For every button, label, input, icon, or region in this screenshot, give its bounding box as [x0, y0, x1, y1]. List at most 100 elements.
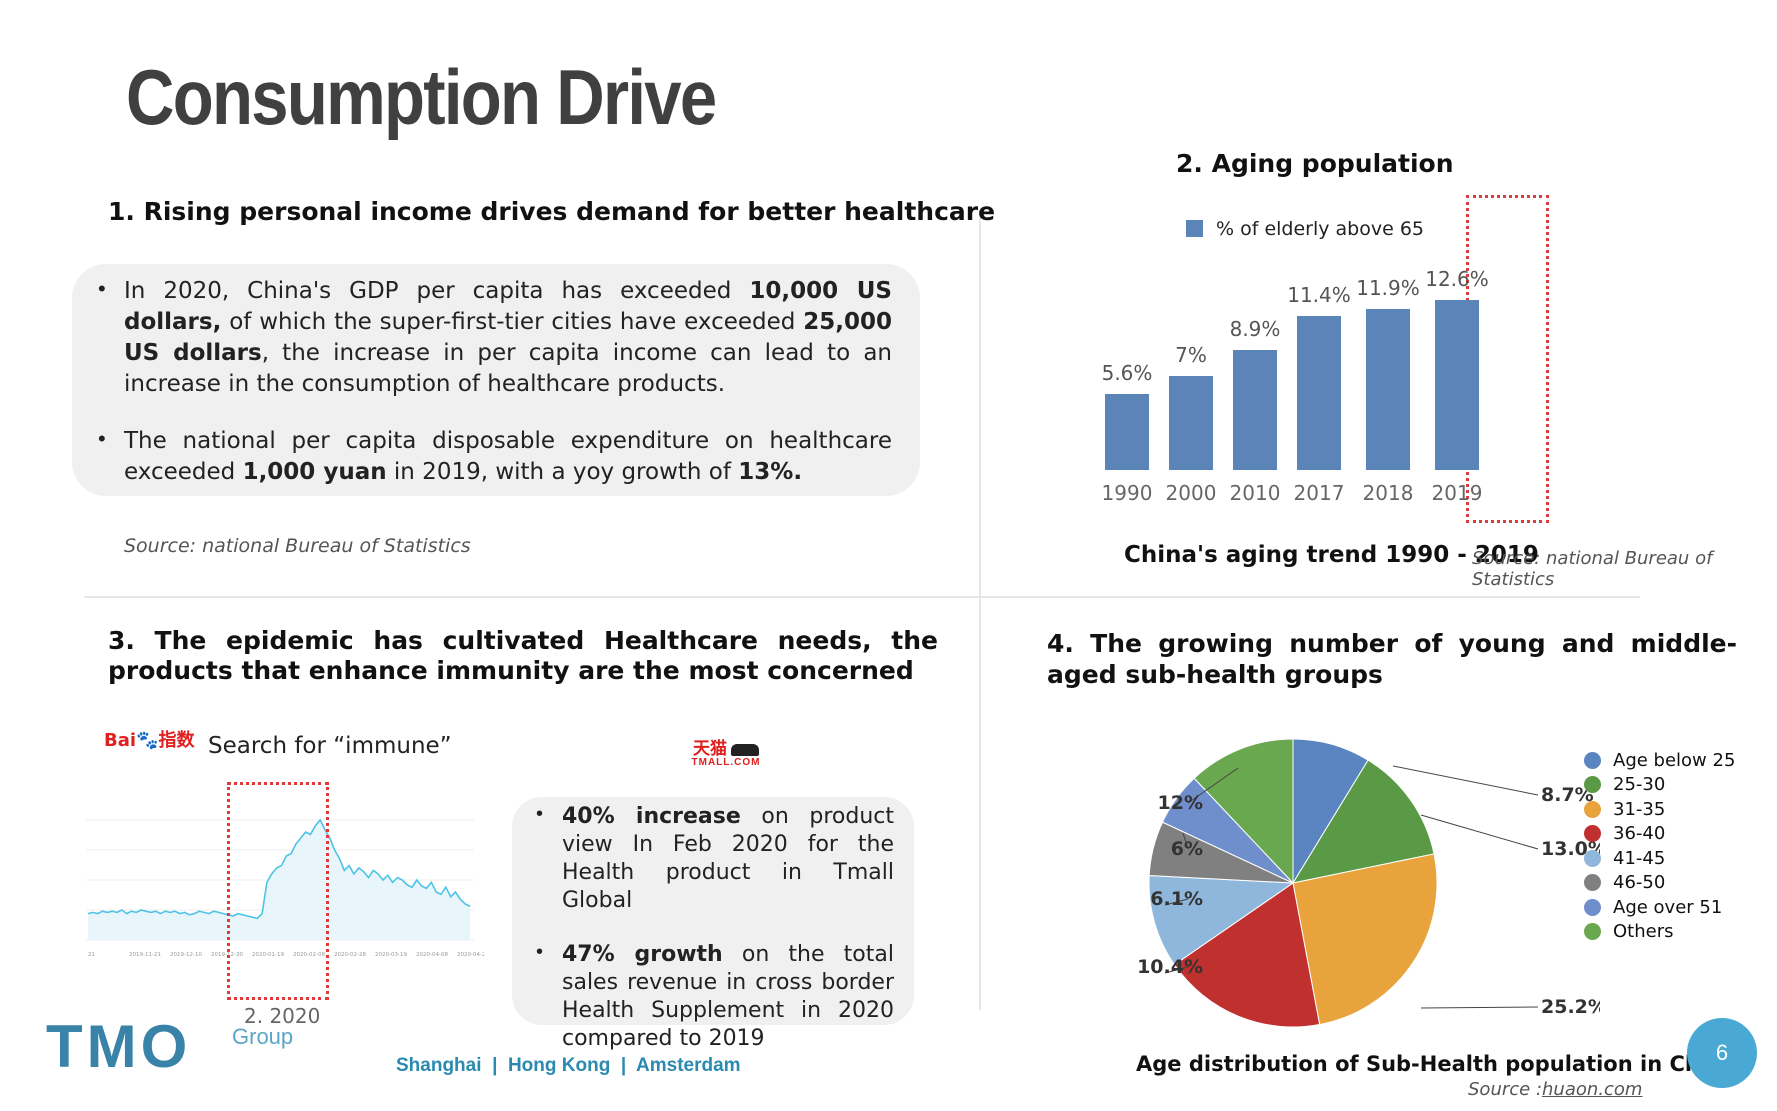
legend-dot — [1584, 825, 1601, 843]
tmo-logo-sub: Group — [232, 1024, 294, 1049]
section2-heading: 2. Aging population — [1176, 149, 1454, 178]
bar-1990 — [1105, 394, 1149, 470]
legend-label: 25-30 — [1613, 774, 1666, 796]
horizontal-divider — [84, 596, 1640, 598]
pie-leader-line — [1420, 1006, 1539, 1009]
pie-leader-line — [1164, 898, 1189, 906]
legend-label: 41-45 — [1613, 847, 1666, 869]
pie-slice-1 — [1291, 759, 1435, 884]
pie-slice-2 — [1292, 853, 1438, 1026]
bar-value-label: 11.4% — [1287, 283, 1351, 308]
pie-legend-item: Age over 51 — [1584, 895, 1735, 920]
pie-slice-7 — [1193, 738, 1294, 885]
legend-label: 31-35 — [1613, 798, 1666, 820]
section4-source: Source :huaon.com — [1468, 1079, 1643, 1100]
trend-x-tick: 2020-03-19 — [375, 952, 407, 958]
legend-dot — [1584, 923, 1601, 941]
pie-legend: Age below 25 25-30 31-35 36-40 41-45 46-50 Age… — [1584, 748, 1735, 944]
trend-x-tick: 21 — [88, 952, 95, 958]
bullet-dot: • — [536, 803, 544, 825]
source-link[interactable]: huaon.com — [1542, 1079, 1643, 1100]
tmo-logo: TMO — [46, 1013, 192, 1080]
legend-label: Others — [1613, 921, 1674, 943]
bar-2019 — [1435, 300, 1479, 470]
pie-leader-line — [1187, 767, 1239, 804]
bar-category-label: 2000 — [1165, 481, 1217, 505]
pie-value-label: 6% — [1171, 838, 1203, 860]
legend-dot — [1584, 874, 1601, 892]
bar-category-label: 1990 — [1101, 481, 1153, 505]
bar-value-label: 5.6% — [1101, 361, 1153, 386]
bar-2000 — [1169, 375, 1213, 470]
legend-label: Age below 25 — [1613, 749, 1736, 771]
legend-dot — [1584, 849, 1601, 867]
trend-x-tick: 2020-02-28 — [334, 952, 366, 958]
pie-slice-3 — [1173, 882, 1321, 1028]
income-bullet-1: • In 2020, China's GDP per capita has ex… — [98, 276, 892, 397]
page-title: Consumption Drive — [126, 53, 717, 141]
bar-category-label: 2010 — [1229, 481, 1281, 505]
tmall-panel — [512, 797, 914, 1025]
vertical-divider — [979, 210, 981, 1010]
legend-dot — [1584, 800, 1601, 818]
legend-label: 36-40 — [1613, 823, 1666, 845]
bullet-dot: • — [536, 941, 544, 963]
section4-heading: 4. The growing number of young and middl… — [1047, 629, 1737, 689]
pie-legend-item: 25-30 — [1584, 773, 1735, 798]
legend-swatch — [1186, 220, 1203, 237]
footer-cities: Shanghai | Hong Kong | Amsterdam — [396, 1055, 741, 1076]
section2-caption: China's aging trend 1990 - 2019 — [1124, 542, 1539, 568]
section2-source: Source: national Bureau of Statistics — [1472, 548, 1713, 590]
pie-legend-item: 41-45 — [1584, 846, 1735, 871]
bullet-dot: • — [98, 426, 106, 451]
trend-x-tick: 2020-01-19 — [252, 952, 284, 958]
highlight-2020-box — [227, 782, 329, 1000]
trend-x-tick: 2020-04-28 — [457, 952, 484, 958]
bar-value-label: 8.9% — [1229, 316, 1281, 341]
bullet-dot: • — [98, 276, 106, 301]
section1-source: Source: national Bureau of Statistics — [124, 535, 471, 557]
trend-line — [87, 818, 471, 920]
income-bullets: • In 2020, China's GDP per capita has ex… — [96, 276, 892, 488]
pie-leader-line — [1392, 765, 1539, 796]
bar-2010 — [1233, 349, 1277, 470]
tmall-logo: 天猫 TMALL.COM — [691, 739, 761, 768]
section4-caption: Age distribution of Sub-Health populatio… — [1136, 1052, 1737, 1076]
pie-legend-item: Others — [1584, 920, 1735, 945]
trend-area — [88, 820, 470, 940]
section3-heading: 3. The epidemic has cultivated Healthcar… — [108, 626, 938, 685]
pie-leader-line — [1420, 814, 1539, 850]
bar-value-label: 11.9% — [1356, 276, 1420, 301]
bar-category-label: 2018 — [1362, 481, 1414, 505]
baidu-logo: Bai🐾指数 — [104, 730, 195, 751]
bar-category-label: 2017 — [1293, 481, 1345, 505]
pie-slice-4 — [1148, 874, 1295, 966]
pie-value-label: 8.7% — [1541, 784, 1594, 806]
aging-bar-chart: 5.6% 1990 7% 2000 8.9% 2010 11.4% 2017 11.9% 2018… — [1090, 200, 1550, 520]
subhealth-pie-chart: 8.7%13.0%25.2%18.3%10.4%6.1%6%12% — [1137, 738, 1600, 1028]
pie-legend-item: 31-35 — [1584, 797, 1735, 822]
bar-2018 — [1366, 309, 1410, 470]
pie-value-label: 12% — [1158, 792, 1203, 814]
legend-label: % of elderly above 65 — [1216, 218, 1425, 240]
tmall-bullets: • 40% increase on product view In Feb 20… — [532, 803, 894, 1053]
tmall-bullet-2: • 47% growth on the total sales revenue … — [536, 941, 894, 1051]
section1-heading: 1. Rising personal income drives demand … — [108, 197, 996, 226]
pie-leader-line — [1182, 832, 1189, 850]
legend-dot — [1584, 751, 1601, 769]
legend-dot — [1584, 776, 1601, 794]
pie-value-label: 6.1% — [1150, 888, 1203, 910]
tmall-bullet-1: • 40% increase on product view In Feb 20… — [536, 803, 894, 913]
bar-value-label: 7% — [1175, 342, 1207, 367]
trend-x-tick: 2020-02-08 — [293, 952, 325, 958]
legend-label: 46-50 — [1613, 872, 1666, 894]
pie-value-label: 25.2% — [1541, 996, 1600, 1018]
trend-x-tick: 2019-12-10 — [170, 952, 202, 958]
trend-x-tick: 2020-04-08 — [416, 952, 448, 958]
highlight-label: 2. 2020 — [244, 1004, 321, 1028]
pie-legend-item: 36-40 — [1584, 822, 1735, 847]
search-label: Search for “immune” — [208, 733, 452, 759]
income-bullet-2: • The national per capita disposable exp… — [98, 426, 892, 485]
legend-dot — [1584, 898, 1601, 916]
bar-2017 — [1297, 316, 1341, 470]
